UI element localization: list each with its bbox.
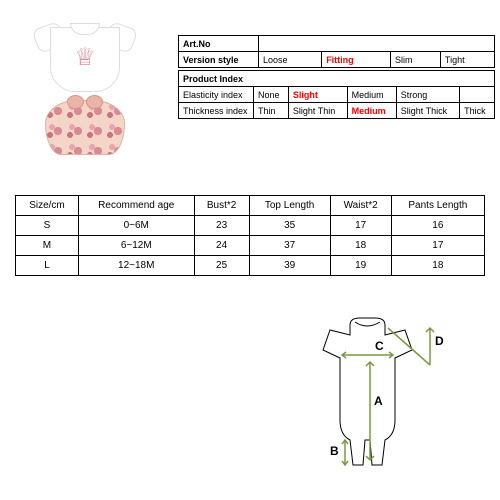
elasticity-opt: Strong	[396, 87, 459, 103]
size-header-row: Size/cm Recommend age Bust*2 Top Length …	[16, 196, 485, 216]
elasticity-opt: Medium	[347, 87, 396, 103]
elasticity-opt: Slight	[288, 87, 347, 103]
diagram-label-c: C	[375, 339, 384, 353]
size-row: L 12~18M 25 39 19 18	[16, 256, 485, 276]
size-row: M 6~12M 24 37 18 17	[16, 236, 485, 256]
diagram-label-d: D	[435, 334, 444, 348]
thickness-label: Thickness index	[179, 103, 254, 119]
diagram-label-a: A	[374, 394, 383, 408]
measurement-diagram: A B C D	[300, 310, 450, 480]
size-header: Recommend age	[78, 196, 194, 216]
thickness-opt: Medium	[347, 103, 396, 119]
thickness-opt: Slight Thick	[396, 103, 459, 119]
elasticity-opt: None	[254, 87, 289, 103]
version-opt: Fitting	[322, 52, 391, 68]
version-label: Version style	[179, 52, 259, 68]
version-opt: Tight	[440, 52, 494, 68]
diagram-label-b: B	[330, 444, 339, 458]
thickness-opt: Thin	[254, 103, 289, 119]
size-header: Waist*2	[330, 196, 391, 216]
elasticity-label: Elasticity index	[179, 87, 254, 103]
artno-table: Art.No Version style Loose Fitting Slim …	[178, 35, 495, 68]
product-index-table: Product Index Elasticity index None Slig…	[178, 70, 495, 119]
version-opt: Slim	[390, 52, 440, 68]
size-header: Size/cm	[16, 196, 79, 216]
size-header: Top Length	[249, 196, 330, 216]
spec-tables: Art.No Version style Loose Fitting Slim …	[178, 10, 495, 175]
version-opt: Loose	[259, 52, 322, 68]
size-header: Pants Length	[391, 196, 484, 216]
size-table: Size/cm Recommend age Bust*2 Top Length …	[15, 195, 485, 276]
size-row: S 0~6M 23 35 17 16	[16, 216, 485, 236]
product-index-label: Product Index	[179, 71, 495, 87]
thickness-opt: Thick	[460, 103, 495, 119]
artno-label: Art.No	[179, 36, 259, 52]
size-header: Bust*2	[194, 196, 249, 216]
product-image: ♕	[5, 10, 170, 175]
thickness-opt: Slight Thin	[288, 103, 347, 119]
